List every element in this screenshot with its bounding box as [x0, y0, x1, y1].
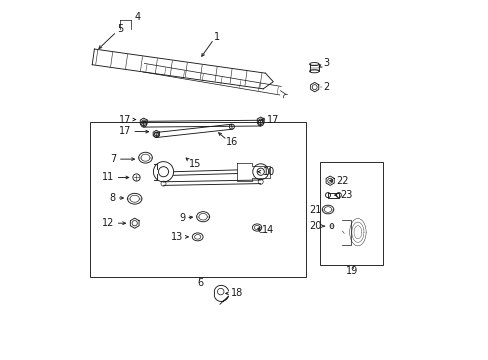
Text: 9: 9	[179, 213, 185, 223]
Text: 14: 14	[261, 225, 273, 235]
Bar	[89, 122, 305, 277]
Text: 23: 23	[340, 190, 352, 200]
Text: 5: 5	[117, 24, 122, 34]
Text: 13: 13	[171, 232, 183, 242]
Text: 7: 7	[110, 154, 117, 164]
Text: 22: 22	[336, 176, 348, 186]
Text: 15: 15	[188, 159, 201, 169]
Text: 4: 4	[134, 12, 141, 22]
Text: 17: 17	[266, 114, 279, 125]
Text: 11: 11	[102, 172, 114, 183]
Text: 1: 1	[213, 32, 220, 42]
Text: 19: 19	[346, 266, 358, 276]
Text: 8: 8	[109, 193, 115, 203]
Text: 12: 12	[102, 218, 114, 228]
Text: 17: 17	[119, 126, 131, 136]
Text: 20: 20	[308, 221, 321, 231]
Text: 18: 18	[230, 288, 243, 298]
Text: 6: 6	[197, 278, 203, 288]
Bar	[320, 162, 382, 265]
Text: 10: 10	[262, 167, 274, 177]
Text: 21: 21	[308, 204, 321, 215]
Text: 3: 3	[322, 58, 328, 68]
Text: 2: 2	[322, 82, 328, 92]
Text: 16: 16	[225, 137, 238, 147]
Text: 17: 17	[119, 114, 131, 125]
